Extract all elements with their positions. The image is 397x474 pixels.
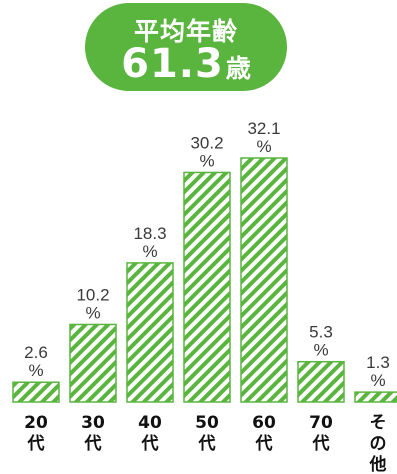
category-label-3-line-0: 50 <box>195 413 219 433</box>
bar-2 <box>126 262 174 403</box>
category-label-1-line-1: 代 <box>84 433 102 454</box>
bars-group <box>12 157 397 403</box>
category-label-3-line-1: 代 <box>198 433 216 454</box>
average-age-badge: 平均年齢 61.3歳 <box>85 3 287 91</box>
category-label-5-line-0: 70 <box>309 413 333 433</box>
value-labels-group: 2.6%10.2%18.3%30.2%32.1%5.3%1.3% <box>24 119 390 390</box>
value-label-1: 10.2 <box>76 285 109 304</box>
average-age-unit: 歳 <box>225 54 251 83</box>
bar-5 <box>297 360 345 403</box>
bar-3 <box>183 171 231 403</box>
category-label-4-line-1: 代 <box>255 433 273 454</box>
bar-4 <box>240 157 288 403</box>
category-label-1-line-0: 30 <box>81 413 105 433</box>
bar-0 <box>12 381 60 403</box>
value-label-4: 32.1 <box>247 119 280 138</box>
value-unit-4: % <box>256 137 271 156</box>
value-unit-5: % <box>313 341 328 360</box>
average-age-value: 61.3 <box>121 41 224 87</box>
value-label-0: 2.6 <box>24 343 48 362</box>
value-unit-2: % <box>142 242 157 261</box>
category-label-6-line-2: 他 <box>369 454 387 474</box>
value-unit-0: % <box>28 361 43 380</box>
value-unit-3: % <box>199 151 214 170</box>
value-unit-1: % <box>85 303 100 322</box>
category-label-5-line-1: 代 <box>312 433 330 454</box>
category-label-6-line-1: の <box>370 434 387 454</box>
bar-6 <box>354 391 397 403</box>
category-label-6-line-0: そ <box>370 413 387 433</box>
value-unit-6: % <box>370 371 385 390</box>
average-age-label: 平均年齢 <box>133 17 238 46</box>
bar-1 <box>69 323 117 403</box>
category-label-0-line-1: 代 <box>27 433 45 454</box>
category-label-2-line-1: 代 <box>141 433 159 454</box>
category-label-4-line-0: 60 <box>252 413 276 433</box>
value-label-5: 5.3 <box>309 323 333 342</box>
value-label-3: 30.2 <box>190 133 223 152</box>
average-age-value-group: 61.3歳 <box>85 41 287 87</box>
category-label-2-line-0: 40 <box>138 413 162 433</box>
category-label-0-line-0: 20 <box>24 413 48 433</box>
value-label-6: 1.3 <box>366 353 390 372</box>
value-label-2: 18.3 <box>133 224 166 243</box>
